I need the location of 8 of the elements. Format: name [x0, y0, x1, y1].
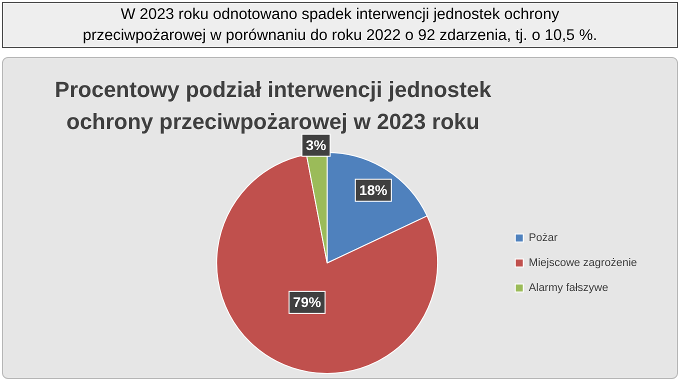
text: W 2023 roku odnotowano spadek interwencji jednostek ochrony przeciwpożarowej w porównaniu do roku 2022 o 92 zdarzenia, tj. o 10,5 %. [2, 2, 678, 48]
legend-label: Miejscowe zagrożenie [528, 257, 637, 270]
data-label: 18% [359, 182, 388, 198]
legend-label: Alarmy fałszywe [528, 282, 608, 294]
data-label: 3% [306, 137, 327, 154]
chart-title: Procentowy podział interwencji jednostek ochrony przeciwpożarowej w 2023 roku [54, 76, 492, 136]
data-label: 79% [293, 294, 322, 310]
legend-label: Pożar [528, 232, 558, 244]
